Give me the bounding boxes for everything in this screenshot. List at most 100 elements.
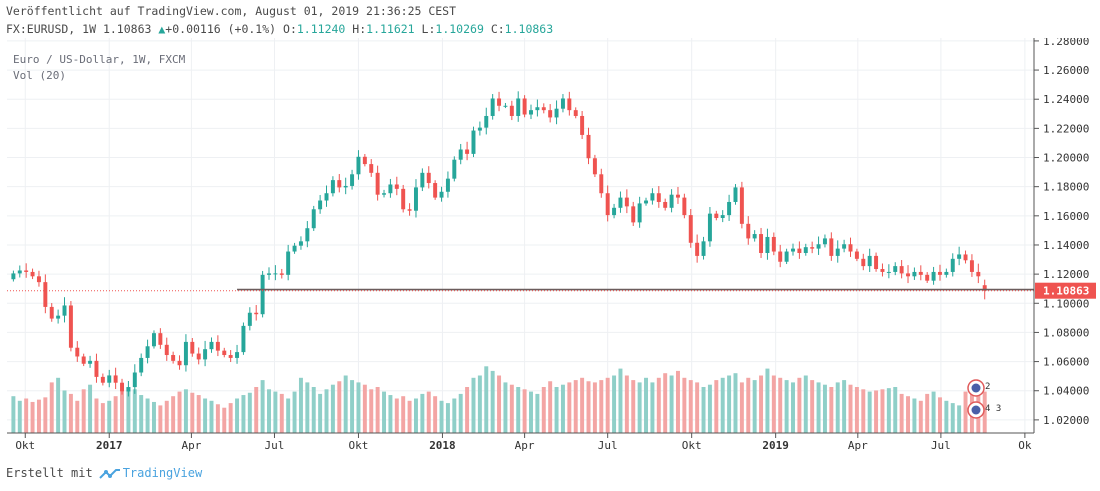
price-chart[interactable]: 1.28000 1.26000 1.24000 1.22000 1.20000 1.180… [7, 38, 1097, 458]
volume-bar [957, 405, 962, 433]
volume-bar [637, 382, 642, 433]
symbol-label[interactable]: FX:EURUSD, 1W [6, 22, 97, 36]
y-tick-label: 1.08000 [1043, 326, 1089, 339]
candle-up [356, 156, 361, 175]
volume-bar [592, 382, 597, 433]
volume-bar [816, 382, 821, 433]
change-value: +0.00116 (+0.1%) [165, 22, 277, 36]
candle-down [426, 172, 431, 184]
volume-bar [228, 403, 233, 433]
candle-down [113, 375, 118, 383]
candle-down [592, 158, 597, 175]
y-tick-label: 1.14000 [1043, 239, 1089, 252]
candle-up [350, 174, 355, 186]
candle-up [842, 244, 847, 249]
volume-bar [24, 398, 29, 433]
candle-up [816, 244, 821, 249]
volume-bar [151, 401, 156, 433]
volume-bar [803, 375, 808, 433]
candle-down [541, 107, 546, 111]
volume-bar [688, 380, 693, 433]
volume-bar [369, 389, 374, 433]
candle-down [714, 213, 719, 219]
volume-bar [215, 404, 220, 433]
candle-down [976, 271, 981, 277]
candle-up [330, 180, 335, 194]
candle-up [944, 271, 949, 275]
candle-down [624, 197, 629, 207]
chart-frame-borders [7, 38, 1035, 434]
price-axis[interactable]: 1.28000 1.26000 1.24000 1.22000 1.20000 1.180… [1034, 38, 1096, 427]
candle-down [177, 360, 182, 366]
volume-bar [618, 368, 623, 433]
volume-bar [17, 400, 22, 433]
volume-bar [516, 387, 521, 433]
candle-up [88, 360, 93, 364]
volume-bar [88, 384, 93, 433]
volume-bar [560, 384, 565, 433]
volume-bar [394, 398, 399, 433]
candle-down [548, 110, 553, 118]
candle-down [337, 180, 342, 188]
candle-up [273, 273, 278, 275]
tradingview-link[interactable]: TradingView [122, 466, 203, 480]
x-tick-label: Apr [181, 439, 201, 452]
volume-bar [714, 380, 719, 433]
candle-up [324, 193, 329, 201]
candle-up [145, 346, 150, 358]
volume-bar [784, 380, 789, 433]
volume-bar [318, 393, 323, 433]
volume-bar [183, 389, 188, 433]
candle-up [203, 349, 208, 360]
candle-up [886, 271, 891, 273]
low-label: L: [421, 22, 436, 36]
volume-bar [107, 400, 112, 433]
volume-bar [247, 392, 252, 433]
event-flag-inner [971, 383, 981, 393]
volume-bar [62, 390, 67, 433]
close-label: C: [490, 22, 505, 36]
candle-down [925, 274, 930, 281]
candle-up [458, 149, 463, 160]
event-badges[interactable]: 2 4 3 [967, 379, 1001, 419]
candle-down [465, 149, 470, 154]
candle-up [452, 159, 457, 179]
time-axis[interactable]: Okt 2017 Apr Jul Okt 2018 Apr Jul Okt 2019 Apr Jul O… [15, 433, 1032, 452]
candle-up [286, 251, 291, 275]
volume-bar [241, 395, 246, 433]
candle-up [490, 98, 495, 116]
volume-bar [279, 393, 284, 433]
candle-up [644, 200, 649, 204]
volume-bar [484, 366, 489, 433]
open-label: O: [283, 22, 297, 36]
candle-up [535, 107, 540, 111]
candle-up [867, 255, 872, 267]
volume-bar [682, 377, 687, 433]
volume-bar [203, 398, 208, 433]
high-label: H: [352, 22, 367, 36]
volume-bar [739, 382, 744, 433]
candle-up [56, 315, 61, 319]
candle-down [874, 255, 879, 270]
candle-down [656, 193, 661, 202]
grid [7, 38, 1034, 433]
candle-up [11, 273, 16, 280]
candle-down [810, 247, 815, 249]
volume-bar [100, 403, 105, 433]
candle-up [669, 194, 674, 208]
candle-down [771, 236, 776, 252]
volume-bar [982, 391, 987, 433]
candle-down [24, 270, 29, 272]
candle-down [918, 271, 923, 275]
volume-bar [311, 387, 316, 433]
volume-bar [548, 381, 553, 433]
last-price-tag-label: 1.10863 [1043, 285, 1089, 298]
candle-down [759, 234, 764, 253]
candle-down [75, 347, 80, 357]
volume-bar [164, 400, 169, 433]
candle-up [62, 305, 67, 316]
volume-bar [362, 384, 367, 433]
candle-up [707, 213, 712, 242]
volume-bar [235, 398, 240, 433]
candle-up [637, 203, 642, 223]
